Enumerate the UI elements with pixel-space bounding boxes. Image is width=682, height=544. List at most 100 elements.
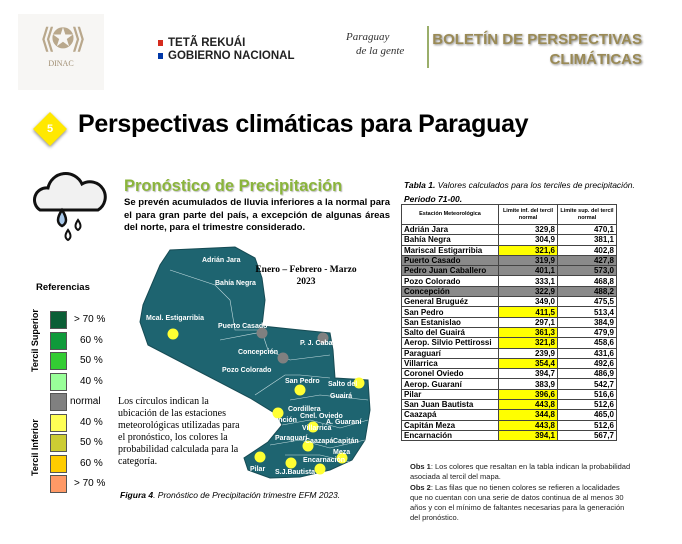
figure-caption: Figura 4. Pronóstico de Precipitación tr…	[120, 490, 340, 500]
upper-limit-cell: 573,0	[557, 265, 617, 277]
legend-label: normal	[70, 396, 101, 407]
station-cell: Capitán Meza	[401, 419, 499, 431]
legend-swatch	[50, 331, 67, 350]
column-header-lower: Limite inf. del tercil normal	[498, 204, 558, 225]
page-title: Perspectivas climáticas para Paraguay	[78, 110, 529, 138]
obs1-text: : Los colores que resaltan en la tabla i…	[410, 462, 631, 482]
table-row: Bahía Negra 304,9 381,1	[401, 234, 617, 246]
station-cell: Aerop. Guaraní	[401, 378, 499, 390]
upper-limit-cell: 512,6	[557, 399, 617, 411]
map-label: Mcal. Estigarribia	[146, 315, 204, 322]
station-cell: Adrián Jara	[401, 223, 499, 236]
table-row: Villarrica 354,4 492,6	[401, 357, 617, 370]
government-logo: TETÃ REKUÁI GOBIERNO NACIONAL	[158, 37, 295, 63]
station-cell: Salto del Guairá	[401, 326, 499, 339]
map-label: Villarrica	[302, 425, 332, 432]
legend-swatch	[50, 311, 67, 329]
legend-swatch	[50, 454, 67, 473]
map-label: P. J. Caballero	[300, 340, 347, 347]
table-caption-text: Valores calculados para los terciles de …	[435, 180, 635, 190]
station-cell: Coronel Oviedo	[401, 368, 499, 380]
map-label: S.J.Bautista	[275, 469, 315, 476]
legend-title: Referencias	[36, 282, 90, 293]
station-dot	[277, 352, 289, 364]
lower-limit-cell: 383,9	[498, 378, 558, 390]
station-dot	[317, 332, 329, 344]
station-cell: Caazapá	[401, 409, 499, 421]
legend-swatch	[50, 393, 67, 411]
lower-limit-cell: 322,9	[498, 285, 558, 298]
divider	[427, 26, 429, 68]
precipitation-map: Adrián Jara Bahía Negra Mcal. Estigarribia…	[139, 246, 371, 479]
station-dot	[294, 384, 306, 396]
legend-label: 50 %	[80, 355, 103, 366]
legend-label: 60 %	[80, 334, 103, 346]
obs1-label: Obs 1	[410, 462, 431, 471]
lower-limit-cell: 239,9	[498, 347, 558, 359]
legend-swatch	[50, 372, 67, 391]
lower-limit-cell: 321,8	[498, 337, 558, 349]
map-label: Paraguarí	[275, 435, 308, 442]
table-row: Pozo Colorado 333,1 468,8	[401, 275, 617, 287]
legend-swatch	[50, 475, 67, 493]
terciles-table: Estación Meteorológica Limite inf. del t…	[401, 204, 617, 442]
station-cell: Puerto Casado	[401, 254, 499, 267]
lower-limit-cell: 329,8	[498, 223, 558, 236]
wings-emblem-icon: ⟪✪⟫	[39, 23, 87, 54]
legend-label: 40 %	[80, 375, 103, 387]
map-label: Concepción	[238, 349, 278, 356]
forecast-title: Pronóstico de Precipitación	[124, 177, 343, 195]
map-label: Capitán	[333, 438, 359, 445]
lower-limit-cell: 354,4	[498, 357, 558, 370]
column-header-station: Estación Meteorológica	[401, 204, 499, 225]
upper-limit-cell: 486,9	[557, 368, 617, 380]
map-label: Adrián Jara	[202, 257, 241, 264]
station-cell: Pedro Juan Caballero	[401, 265, 499, 277]
upper-limit-cell: 470,1	[557, 223, 617, 236]
lower-limit-cell: 401,1	[498, 265, 558, 277]
table-row: Aerop. Guaraní 383,9 542,7	[401, 378, 617, 390]
upper-limit-cell: 488,2	[557, 285, 617, 298]
table-row: Encarnación 394,1 567,7	[401, 429, 617, 442]
dinac-logo-text: DINAC	[48, 59, 74, 68]
obs2-label: Obs 2	[410, 482, 431, 492]
section-number: 5	[46, 123, 54, 135]
table-row: San Estanislao 297,1 384,9	[401, 316, 617, 328]
table-row: Mariscal Estigarribia 321,6 402,8	[401, 244, 617, 256]
map-label: Meza	[333, 449, 350, 456]
table-caption: Tabla 1. Valores calculados para los ter…	[404, 178, 635, 206]
forecast-description: Se prevén acumulados de lluvia inferiore…	[124, 197, 390, 233]
legend-label: 50 %	[80, 437, 103, 448]
lower-limit-cell: 333,1	[498, 275, 558, 287]
upper-limit-cell: 513,4	[557, 306, 617, 318]
figure-caption-label: Figura 4	[120, 490, 154, 500]
station-cell: San Juan Bautista	[401, 399, 499, 411]
map-label: Bahía Negra	[215, 280, 256, 287]
map-label: Cordillera	[288, 406, 321, 413]
table-caption-label: Tabla 1.	[404, 180, 436, 190]
table-row: San Juan Bautista 443,8 512,6	[401, 399, 617, 411]
upper-limit-cell: 381,1	[557, 234, 617, 246]
bulletin-title: BOLETÍN DE PERSPECTIVAS CLIMÁTICAS	[430, 30, 642, 70]
upper-limit-cell: 567,7	[557, 429, 617, 442]
map-label: A. Guaraní	[326, 419, 362, 426]
lower-limit-cell: 319,9	[498, 254, 558, 267]
station-dot	[272, 407, 284, 419]
station-cell: Paraguarí	[401, 347, 499, 359]
table-row: Puerto Casado 319,9 427,8	[401, 254, 617, 267]
lower-limit-cell: 344,8	[498, 409, 558, 421]
map-label: San Pedro	[285, 378, 320, 385]
legend-label: 60 %	[80, 457, 103, 469]
upper-limit-cell: 479,9	[557, 326, 617, 339]
station-dot	[314, 463, 326, 475]
legend-swatch	[50, 413, 67, 432]
station-dot	[307, 421, 319, 433]
upper-limit-cell: 492,6	[557, 357, 617, 370]
table-row: San Pedro 411,5 513,4	[401, 306, 617, 318]
obs2-text: : Las filas que no tienen colores se ref…	[410, 482, 625, 523]
figure-caption-text: . Pronóstico de Precipitación trimestre …	[153, 490, 341, 500]
upper-limit-cell: 458,6	[557, 337, 617, 349]
legend-label: 40 %	[80, 416, 103, 428]
upper-limit-cell: 512,6	[557, 419, 617, 431]
upper-limit-cell: 468,8	[557, 275, 617, 287]
